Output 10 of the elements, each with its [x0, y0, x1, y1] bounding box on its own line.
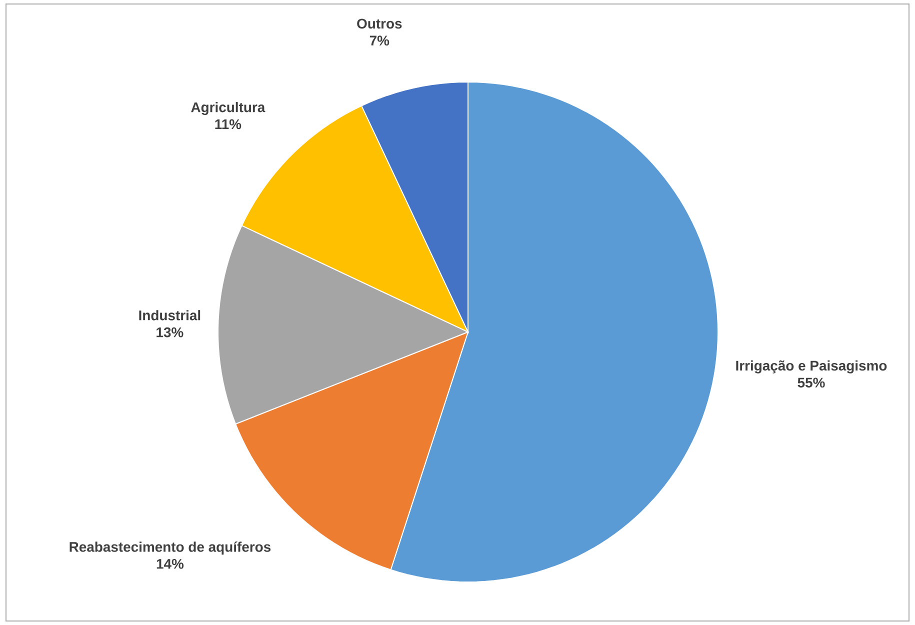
slice-label: Irrigação e Paisagismo	[736, 360, 887, 374]
data-label: 13%	[156, 327, 184, 338]
slice-label: Reabastecimento de aquíferos	[70, 542, 271, 555]
slice-label: Industrial	[139, 310, 200, 320]
data-label: 55%	[798, 378, 825, 388]
data-label: 7%	[370, 36, 390, 46]
data-label: 11%	[215, 119, 242, 130]
slice-label: Agricultura	[191, 102, 266, 116]
slice-label: Outros	[357, 18, 402, 29]
data-label: 14%	[156, 558, 184, 569]
